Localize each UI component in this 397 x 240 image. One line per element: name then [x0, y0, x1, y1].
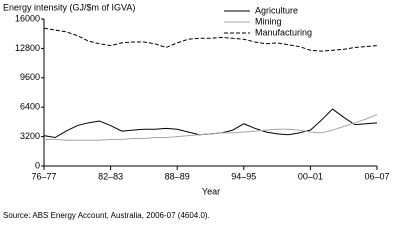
series-line [43, 27, 378, 52]
x-tick-label: 88–89 [165, 171, 190, 181]
x-tick-label: 76–77 [31, 171, 56, 181]
x-tick-label: 06–07 [364, 171, 389, 181]
y-tick-label: 0 [35, 160, 40, 170]
y-tick-label: 12800 [15, 43, 40, 53]
y-tick-label: 3200 [20, 131, 40, 141]
series-line [43, 108, 378, 139]
legend-label: Agriculture [255, 5, 298, 15]
legend-label: Mining [255, 16, 282, 26]
x-tick-label: 00–01 [298, 171, 323, 181]
series-line [44, 114, 378, 141]
legend-label: Manufacturing [255, 27, 312, 37]
x-tick-label: 94–95 [231, 171, 256, 181]
y-tick-label: 6400 [20, 102, 40, 112]
x-axis-label: Year [202, 186, 220, 196]
chart: Energy intensity (GJ/$m of IGVA) Year So… [3, 2, 390, 220]
chart-title: Energy intensity (GJ/$m of IGVA) [3, 2, 135, 12]
source-note: Source: ABS Energy Account, Australia, 2… [3, 211, 210, 220]
y-tick-label: 16000 [15, 13, 40, 23]
y-tick-label: 9600 [20, 72, 40, 82]
x-tick-label: 82–83 [98, 171, 123, 181]
